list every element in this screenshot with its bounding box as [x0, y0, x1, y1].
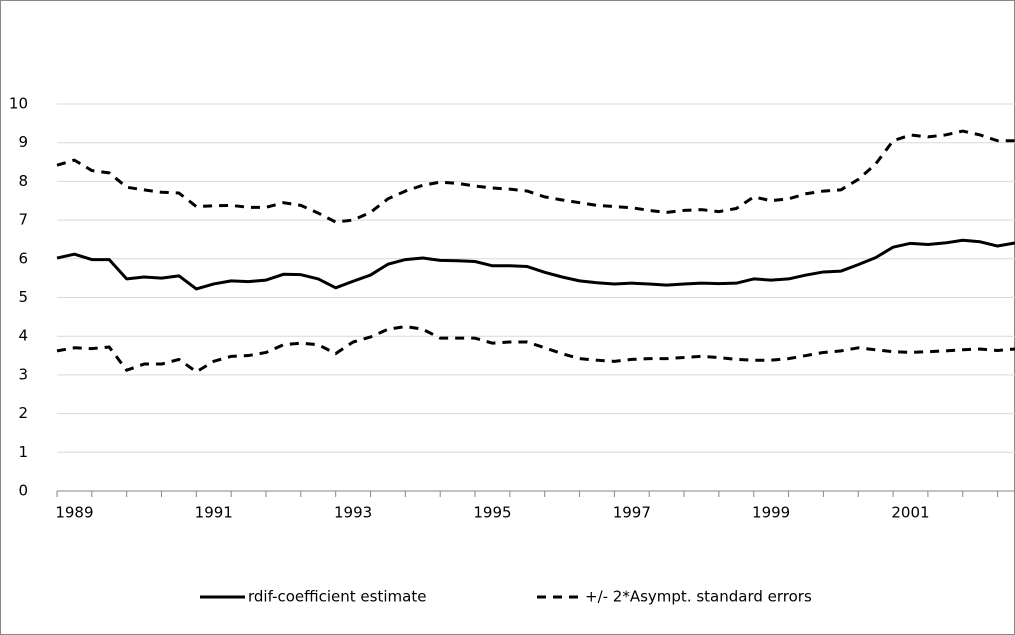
y-tick-label: 1	[18, 443, 28, 461]
series-line	[56, 238, 1015, 291]
x-tick-label: 1999	[752, 504, 790, 522]
x-tick-label: 1997	[613, 504, 651, 522]
y-tick-label: 3	[18, 365, 28, 383]
y-tick-label: 9	[18, 133, 28, 151]
series-line	[56, 325, 1015, 374]
x-tick-label: 1991	[195, 504, 233, 522]
y-tick-label: 7	[18, 211, 28, 229]
y-tick-label: 0	[18, 482, 28, 500]
series-line	[56, 129, 1015, 224]
x-tick-label: 1993	[334, 504, 372, 522]
x-tick-label: 1989	[55, 504, 93, 522]
y-tick-label: 8	[18, 172, 28, 190]
y-tick-label: 6	[18, 249, 28, 267]
y-tick-label: 4	[18, 327, 28, 345]
legend-label: +/- 2*Asympt. standard errors	[585, 588, 812, 606]
y-tick-label: 5	[18, 288, 28, 306]
legend-label: rdif-coefficient estimate	[248, 588, 426, 606]
x-tick-label: 1995	[473, 504, 511, 522]
y-tick-label: 10	[9, 95, 28, 113]
x-tick-label: 2001	[891, 504, 929, 522]
y-tick-label: 2	[18, 404, 28, 422]
